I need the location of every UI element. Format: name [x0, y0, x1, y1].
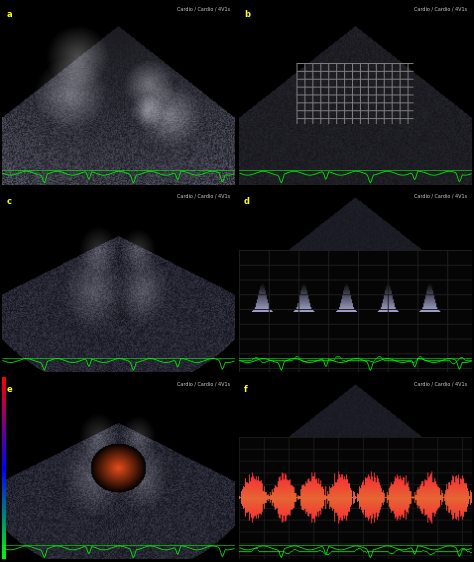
Text: Cardio / Cardio / 4V1s: Cardio / Cardio / 4V1s [414, 194, 467, 199]
Text: Cardio / Cardio / 4V1s: Cardio / Cardio / 4V1s [177, 6, 230, 11]
Text: b: b [244, 10, 250, 19]
Text: Cardio / Cardio / 4V1s: Cardio / Cardio / 4V1s [177, 194, 230, 199]
Text: Cardio / Cardio / 4V1s: Cardio / Cardio / 4V1s [414, 381, 467, 386]
Text: f: f [244, 385, 248, 394]
Text: Cardio / Cardio / 4V1s: Cardio / Cardio / 4V1s [414, 6, 467, 11]
Text: Cardio / Cardio / 4V1s: Cardio / Cardio / 4V1s [177, 381, 230, 386]
Text: e: e [7, 385, 13, 394]
Text: d: d [244, 197, 250, 206]
Text: a: a [7, 10, 13, 19]
Text: c: c [7, 197, 12, 206]
